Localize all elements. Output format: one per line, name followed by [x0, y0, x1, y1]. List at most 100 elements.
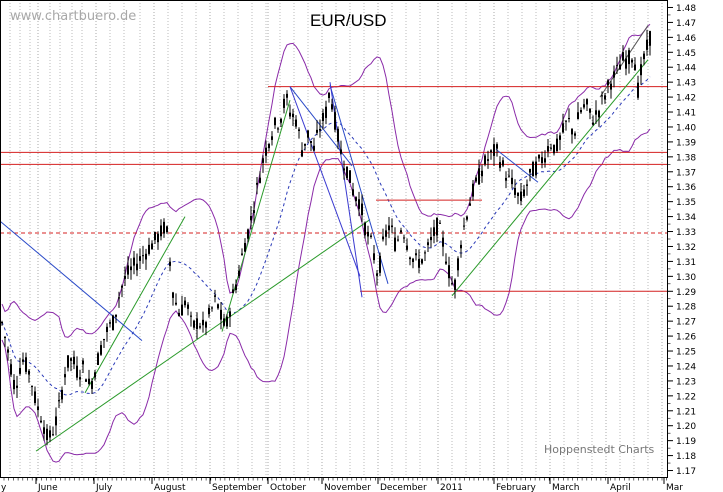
price-bar-body: [16, 385, 18, 388]
price-bar: [523, 184, 525, 198]
price-bar: [601, 91, 603, 105]
price-bar-body: [292, 113, 294, 117]
price-bar: [415, 249, 417, 261]
price-bar: [202, 311, 204, 333]
price-bar: [307, 130, 309, 143]
price-bar-body: [154, 232, 156, 240]
price-bar: [556, 134, 558, 153]
price-bar-body: [625, 58, 627, 69]
price-bar-body: [157, 233, 159, 243]
price-bar-body: [589, 108, 591, 113]
price-bar: [277, 126, 279, 133]
price-bar-body: [31, 386, 33, 388]
y-tick-label: 1.36: [676, 183, 696, 193]
price-bar-body: [517, 193, 519, 197]
price-bar: [136, 253, 138, 277]
price-bar-body: [64, 374, 66, 378]
price-bar: [412, 257, 414, 269]
price-bar-body: [331, 104, 333, 110]
y-tick-label: 1.25: [676, 348, 696, 358]
price-bar-body: [460, 244, 462, 249]
price-bar: [262, 155, 264, 173]
trend-line: [35, 219, 371, 452]
price-bar: [484, 153, 486, 167]
y-tick-label: 1.31: [676, 258, 696, 268]
price-bar-body: [451, 283, 453, 285]
y-tick-label: 1.34: [676, 213, 696, 223]
price-bar-body: [289, 112, 291, 117]
price-bar: [640, 56, 642, 85]
price-bar: [148, 237, 150, 256]
price-bar: [82, 358, 84, 374]
price-bar: [388, 216, 390, 239]
price-bar: [271, 131, 273, 146]
price-bar-body: [10, 364, 12, 375]
price-bar-body: [322, 112, 324, 122]
price-bar: [454, 278, 456, 299]
price-bar: [184, 296, 186, 308]
price-bar: [562, 113, 564, 134]
price-bar-body: [415, 253, 417, 256]
x-month-label: August: [154, 483, 186, 492]
price-bar: [574, 131, 576, 140]
price-bar: [301, 142, 303, 158]
price-bar-body: [241, 253, 243, 255]
price-bar-body: [256, 182, 258, 185]
price-bar: [91, 378, 93, 395]
price-bar: [43, 420, 45, 441]
trend-line: [221, 99, 291, 332]
price-bar: [553, 144, 555, 156]
price-bar: [130, 258, 132, 280]
price-bar-body: [40, 420, 42, 423]
price-bar: [517, 191, 519, 205]
price-bar-body: [430, 236, 432, 241]
price-bar: [145, 248, 147, 270]
price-bar: [142, 245, 144, 264]
y-tick-label: 1.38: [676, 153, 696, 163]
price-bar: [76, 356, 78, 381]
price-bar-body: [163, 221, 165, 234]
price-bar-body: [19, 368, 21, 374]
price-bar-body: [265, 147, 267, 156]
price-bar-body: [637, 82, 639, 98]
price-bar-body: [151, 243, 153, 250]
price-bar: [382, 228, 384, 242]
price-bar-body: [211, 307, 213, 309]
price-bar: [535, 156, 537, 179]
price-bar: [418, 249, 420, 274]
price-bar-body: [478, 168, 480, 185]
y-tick-label: 1.47: [676, 19, 696, 29]
price-bar: [472, 179, 474, 201]
price-bar-body: [193, 320, 195, 328]
price-bar: [298, 127, 300, 139]
price-bar: [280, 117, 282, 128]
price-bar-body: [604, 95, 606, 100]
x-month-label: December: [380, 483, 427, 492]
price-bar-body: [37, 406, 39, 411]
price-bar-body: [214, 295, 216, 297]
price-bar-body: [403, 237, 405, 239]
price-bar-body: [562, 123, 564, 133]
price-bar: [316, 120, 318, 136]
price-bar: [547, 139, 549, 158]
price-bar-body: [85, 379, 87, 382]
price-bar: [103, 338, 105, 349]
price-bar: [220, 301, 222, 330]
price-bar: [25, 352, 27, 375]
price-bar: [211, 306, 213, 312]
price-bar-body: [79, 377, 81, 380]
price-bar-body: [160, 225, 162, 237]
price-bar-body: [613, 71, 615, 78]
price-bar: [466, 215, 468, 222]
price-bar-body: [313, 145, 315, 151]
price-bar: [436, 216, 438, 243]
price-bar: [265, 140, 267, 164]
price-bar: [247, 228, 249, 242]
price-bar: [610, 80, 612, 99]
price-bar: [319, 119, 321, 138]
price-bar-body: [187, 304, 189, 309]
price-bar: [235, 279, 237, 294]
price-bar: [196, 312, 198, 340]
price-bar-body: [244, 242, 246, 252]
price-bar: [334, 105, 336, 133]
